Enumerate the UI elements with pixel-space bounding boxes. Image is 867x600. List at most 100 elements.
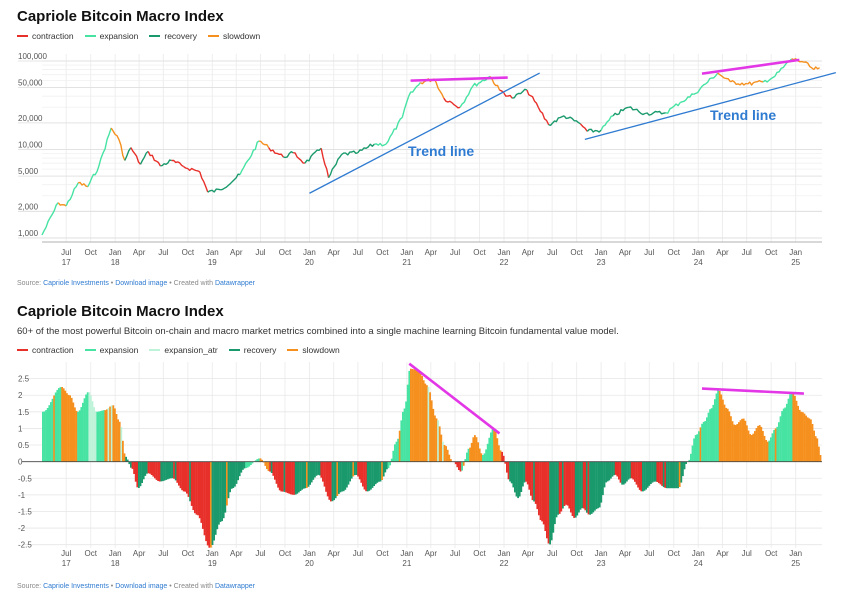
- index-bar-expansion: [53, 395, 55, 462]
- index-bar-recovery: [242, 461, 244, 470]
- x-tick-year: 23: [597, 559, 606, 568]
- index-bar-contraction: [320, 461, 323, 478]
- x-tick-year: 20: [305, 559, 314, 568]
- source-org-link[interactable]: Capriole Investments: [43, 583, 109, 590]
- index-bar-expansion: [390, 458, 393, 462]
- index-bar-recovery: [144, 461, 147, 476]
- index-bar-contraction: [195, 461, 198, 515]
- price-segment-expansion: [98, 127, 112, 167]
- index-bar-recovery: [312, 461, 315, 480]
- index-bar-expansion: [779, 416, 782, 462]
- price-segment-recovery: [304, 147, 322, 164]
- index-bar-contraction: [200, 461, 203, 523]
- index-bar-slowdown: [734, 425, 737, 462]
- index-bar-contraction: [558, 461, 561, 514]
- index-bar-expansion: [400, 420, 403, 462]
- datawrapper-link[interactable]: Datawrapper: [214, 583, 256, 590]
- index-bar-recovery: [339, 461, 342, 493]
- index-bar-expansion: [467, 448, 470, 462]
- index-bar-recovery: [125, 456, 127, 462]
- legend-item-recovery: recovery: [149, 31, 197, 41]
- source-separator: •: [108, 280, 116, 287]
- index-bar-contraction: [176, 461, 179, 483]
- index-bar-recovery: [550, 461, 553, 541]
- index-bar-slowdown: [122, 440, 124, 462]
- legend-label: expansion: [99, 31, 139, 41]
- price-segment-slowdown: [118, 139, 126, 161]
- index-bar-expansion: [59, 387, 62, 462]
- price-segment-contraction: [130, 147, 142, 165]
- index-bar-slowdown: [120, 427, 123, 462]
- index-bar-recovery: [309, 461, 311, 485]
- index-bar-contraction: [546, 461, 548, 539]
- index-bar-slowdown: [435, 418, 438, 462]
- index-bar-contraction: [630, 461, 633, 479]
- index-bar-slowdown: [470, 442, 473, 462]
- index-bar-slowdown: [723, 404, 726, 462]
- index-bar-recovery: [610, 461, 612, 479]
- index-bar-slowdown: [440, 434, 443, 462]
- x-tick-label: Jul: [158, 549, 168, 558]
- index-bar-recovery: [352, 461, 355, 477]
- index-bar-expansion: [781, 411, 783, 462]
- index-bar-slowdown: [110, 405, 113, 462]
- x-tick-year: 22: [500, 258, 509, 267]
- source-prefix: Source:: [17, 583, 44, 590]
- index-bar-recovery: [603, 461, 606, 488]
- index-bar-contraction: [586, 461, 588, 513]
- index-bar-slowdown: [802, 412, 804, 462]
- index-bar-slowdown: [744, 420, 747, 462]
- index-bar-expansion: [790, 392, 793, 462]
- trend-line: [584, 71, 837, 141]
- index-bar-expansion: [43, 411, 46, 462]
- index-bar-recovery: [162, 461, 164, 482]
- index-bar-contraction: [203, 461, 206, 536]
- index-bar-expansion: [405, 401, 407, 462]
- index-bar-contraction: [323, 461, 326, 487]
- index-bar-recovery: [667, 461, 670, 489]
- index-bar-contraction: [134, 461, 137, 482]
- index-bar-slowdown: [106, 409, 108, 462]
- x-tick-label: Jan: [595, 248, 608, 257]
- index-bar-slowdown: [112, 405, 115, 462]
- index-bar-expansion: [77, 411, 79, 462]
- x-tick-label: Apr: [716, 549, 729, 558]
- index-bar-slowdown: [800, 411, 803, 462]
- index-bar-contraction: [208, 461, 211, 548]
- index-bar-contraction: [502, 455, 505, 462]
- index-bar-slowdown: [413, 369, 415, 462]
- index-bar-expansion: [690, 453, 692, 462]
- index-bar-slowdown: [62, 388, 65, 462]
- index-bar-contraction: [638, 461, 641, 490]
- index-bar-expansion: [389, 461, 391, 466]
- index-bar-recovery: [552, 461, 555, 533]
- legend-swatch: [17, 349, 28, 351]
- price-segment-expansion: [239, 140, 260, 175]
- index-bar-slowdown: [760, 426, 763, 462]
- price-segment-expansion: [693, 72, 719, 95]
- index-bar-contraction: [154, 461, 156, 479]
- index-bar-expansion: [699, 427, 702, 462]
- y-tick-label: -1.5: [18, 507, 32, 516]
- y-tick-label: -1: [18, 491, 26, 500]
- index-bar-slowdown: [757, 425, 759, 462]
- index-bar-contraction: [318, 461, 321, 476]
- x-tick-year: 18: [111, 258, 120, 267]
- index-bar-contraction: [282, 461, 284, 492]
- index-bar-recovery: [683, 461, 686, 470]
- y-tick-label: 100,000: [18, 52, 47, 61]
- index-bar-expansion: [394, 444, 396, 462]
- index-bar-expansion: [398, 430, 401, 462]
- y-tick-label: 10,000: [18, 140, 43, 149]
- source-org-link[interactable]: Capriole Investments: [43, 280, 109, 287]
- index-bar-slowdown: [752, 433, 755, 462]
- index-bar-recovery: [378, 461, 380, 482]
- download-image-link[interactable]: Download image: [115, 280, 168, 287]
- index-bar-contraction: [270, 461, 273, 473]
- index-bar-slowdown: [493, 428, 495, 462]
- datawrapper-link[interactable]: Datawrapper: [214, 280, 256, 287]
- download-image-link[interactable]: Download image: [115, 583, 168, 590]
- index-bar-recovery: [237, 461, 239, 481]
- index-bar-expansion: [466, 452, 468, 462]
- index-bar-slowdown: [722, 399, 724, 462]
